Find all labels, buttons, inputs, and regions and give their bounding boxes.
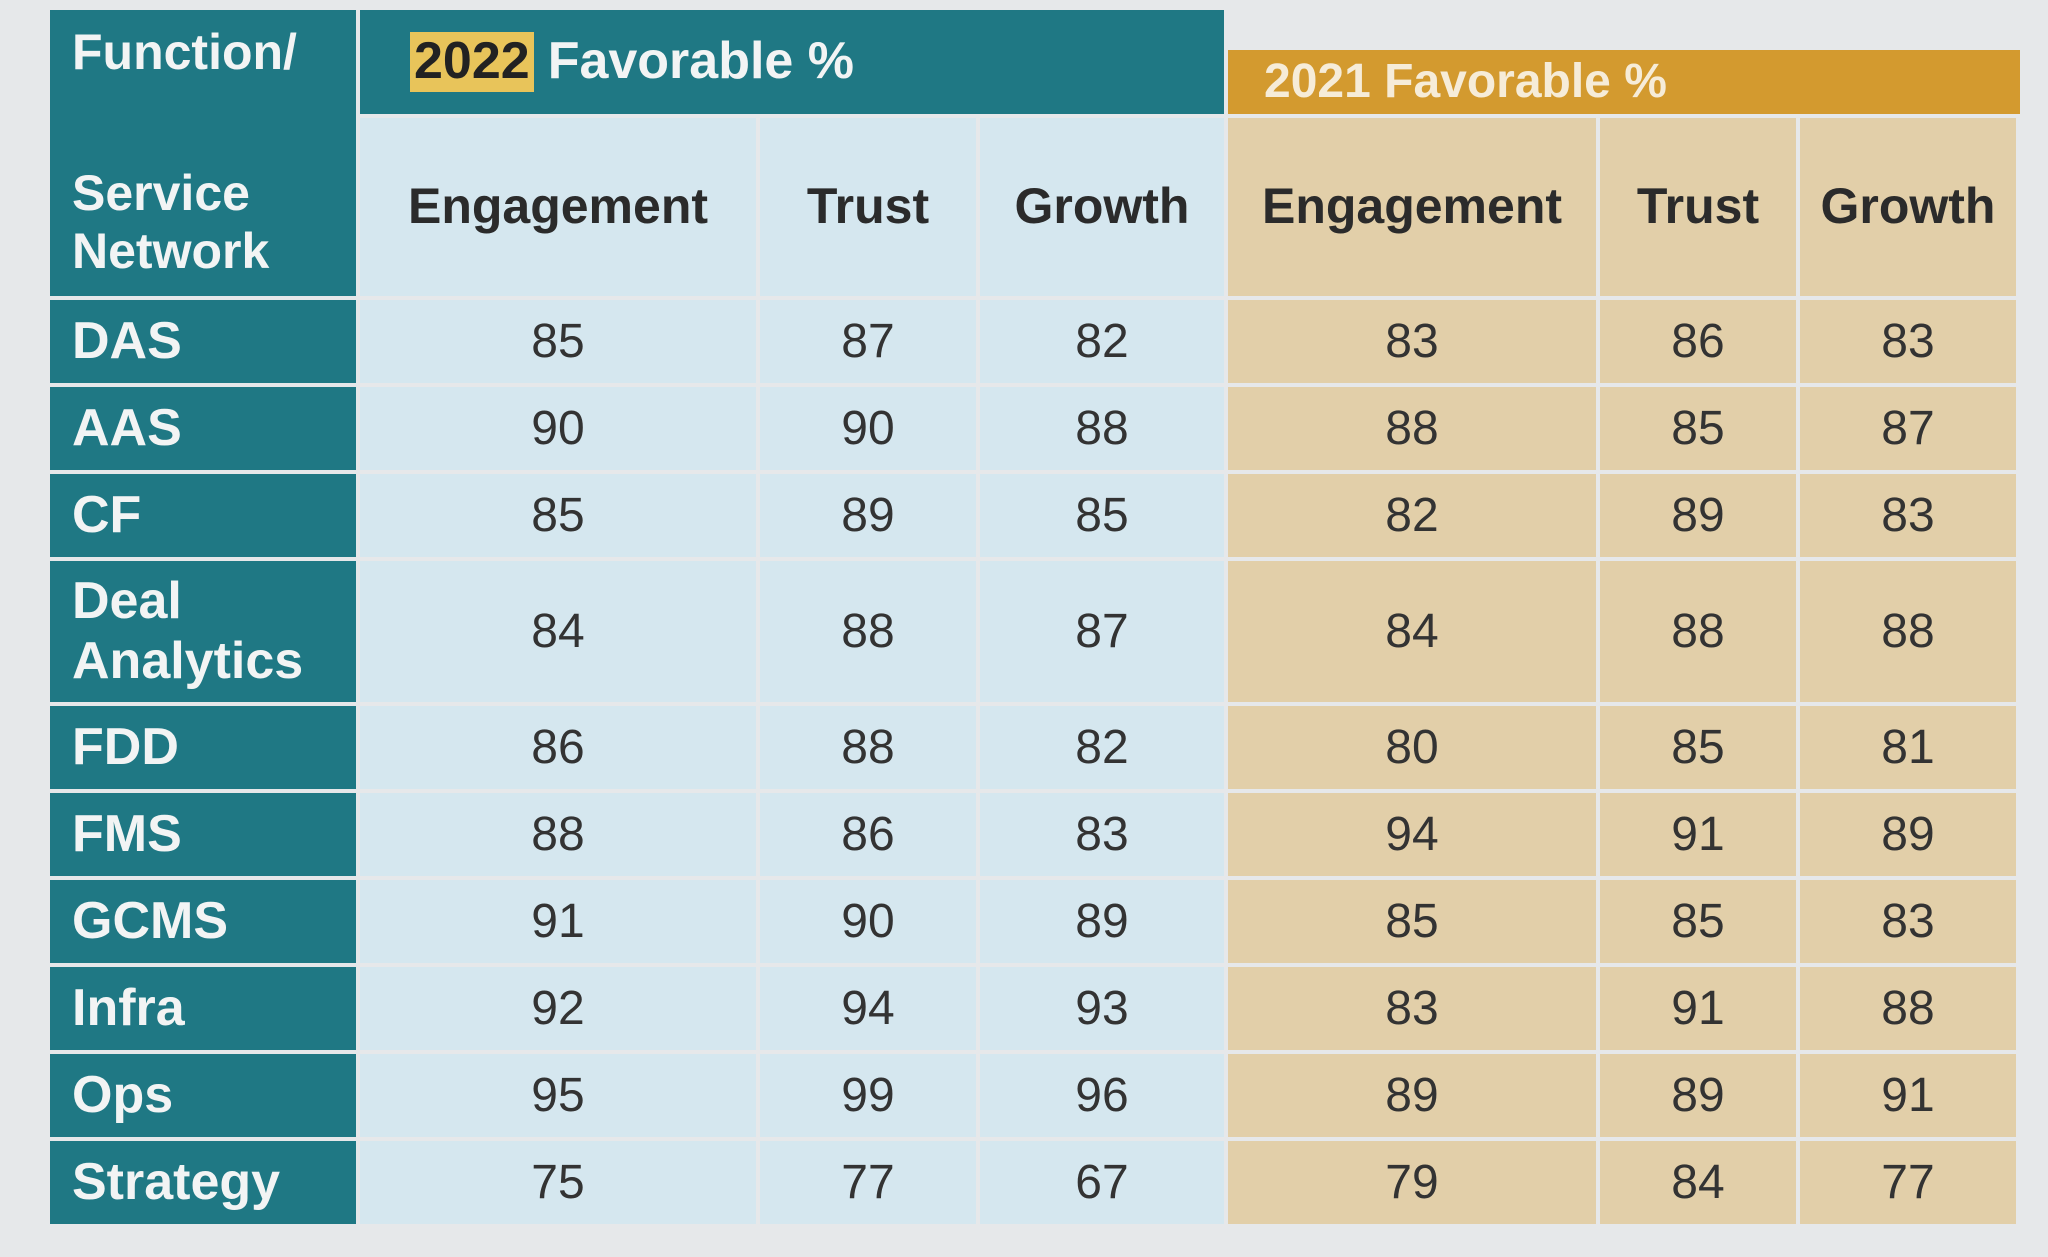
value-cell: 85 <box>1228 880 1596 963</box>
corner-top: Function/ <box>72 24 297 80</box>
group-header: 2022 Favorable % <box>360 10 1224 114</box>
value-cell: 90 <box>760 387 976 470</box>
value-cell: 90 <box>760 880 976 963</box>
corner-bottom: Service Network <box>72 165 270 279</box>
value-cell: 77 <box>760 1141 976 1224</box>
value-cell: 87 <box>760 300 976 383</box>
value-cell: 88 <box>1800 967 2016 1050</box>
value-cell: 91 <box>360 880 756 963</box>
value-cell: 83 <box>1800 300 2016 383</box>
value-cell: 81 <box>1800 706 2016 789</box>
value-cell: 88 <box>1228 387 1596 470</box>
value-cell: 96 <box>980 1054 1224 1137</box>
value-cell: 86 <box>360 706 756 789</box>
group-title: Favorable % <box>547 32 855 91</box>
value-cell: 83 <box>1800 474 2016 557</box>
value-cell: 79 <box>1228 1141 1596 1224</box>
value-cell: 88 <box>760 561 976 702</box>
value-cell: 94 <box>1228 793 1596 876</box>
value-cell: 83 <box>1800 880 2016 963</box>
value-cell: 84 <box>1228 561 1596 702</box>
value-cell: 88 <box>1600 561 1796 702</box>
value-cell: 84 <box>360 561 756 702</box>
value-cell: 85 <box>1600 880 1796 963</box>
value-cell: 87 <box>1800 387 2016 470</box>
value-cell: 85 <box>360 474 756 557</box>
value-cell: 82 <box>980 706 1224 789</box>
row-label: GCMS <box>50 880 356 963</box>
value-cell: 85 <box>980 474 1224 557</box>
value-cell: 83 <box>980 793 1224 876</box>
value-cell: 82 <box>1228 474 1596 557</box>
year-highlight: 2022 <box>410 32 534 92</box>
row-label: CF <box>50 474 356 557</box>
value-cell: 91 <box>1600 793 1796 876</box>
value-cell: 85 <box>1600 387 1796 470</box>
value-cell: 94 <box>760 967 976 1050</box>
value-cell: 77 <box>1800 1141 2016 1224</box>
value-cell: 83 <box>1228 967 1596 1050</box>
value-cell: 84 <box>1600 1141 1796 1224</box>
value-cell: 90 <box>360 387 756 470</box>
row-label: DAS <box>50 300 356 383</box>
value-cell: 85 <box>1600 706 1796 789</box>
value-cell: 88 <box>760 706 976 789</box>
group-header: 2021 Favorable % <box>1228 50 2020 114</box>
value-cell: 82 <box>980 300 1224 383</box>
value-cell: 89 <box>1600 474 1796 557</box>
column-header: Trust <box>1600 118 1796 296</box>
value-cell: 88 <box>360 793 756 876</box>
value-cell: 89 <box>760 474 976 557</box>
corner-header: Function/Service Network <box>50 10 356 296</box>
column-header: Growth <box>1800 118 2016 296</box>
value-cell: 92 <box>360 967 756 1050</box>
value-cell: 88 <box>980 387 1224 470</box>
column-header: Engagement <box>1228 118 1596 296</box>
value-cell: 86 <box>1600 300 1796 383</box>
row-label: FDD <box>50 706 356 789</box>
row-label: Infra <box>50 967 356 1050</box>
value-cell: 91 <box>1800 1054 2016 1137</box>
value-cell: 89 <box>980 880 1224 963</box>
value-cell: 87 <box>980 561 1224 702</box>
value-cell: 91 <box>1600 967 1796 1050</box>
value-cell: 89 <box>1600 1054 1796 1137</box>
value-cell: 88 <box>1800 561 2016 702</box>
value-cell: 75 <box>360 1141 756 1224</box>
value-cell: 93 <box>980 967 1224 1050</box>
value-cell: 80 <box>1228 706 1596 789</box>
value-cell: 99 <box>760 1054 976 1137</box>
column-header: Engagement <box>360 118 756 296</box>
value-cell: 89 <box>1228 1054 1596 1137</box>
row-label: Deal Analytics <box>50 561 356 702</box>
column-header: Growth <box>980 118 1224 296</box>
value-cell: 67 <box>980 1141 1224 1224</box>
row-label: AAS <box>50 387 356 470</box>
value-cell: 83 <box>1228 300 1596 383</box>
row-label: FMS <box>50 793 356 876</box>
value-cell: 95 <box>360 1054 756 1137</box>
row-label: Strategy <box>50 1141 356 1224</box>
value-cell: 89 <box>1800 793 2016 876</box>
row-label: Ops <box>50 1054 356 1137</box>
column-header: Trust <box>760 118 976 296</box>
value-cell: 86 <box>760 793 976 876</box>
value-cell: 85 <box>360 300 756 383</box>
